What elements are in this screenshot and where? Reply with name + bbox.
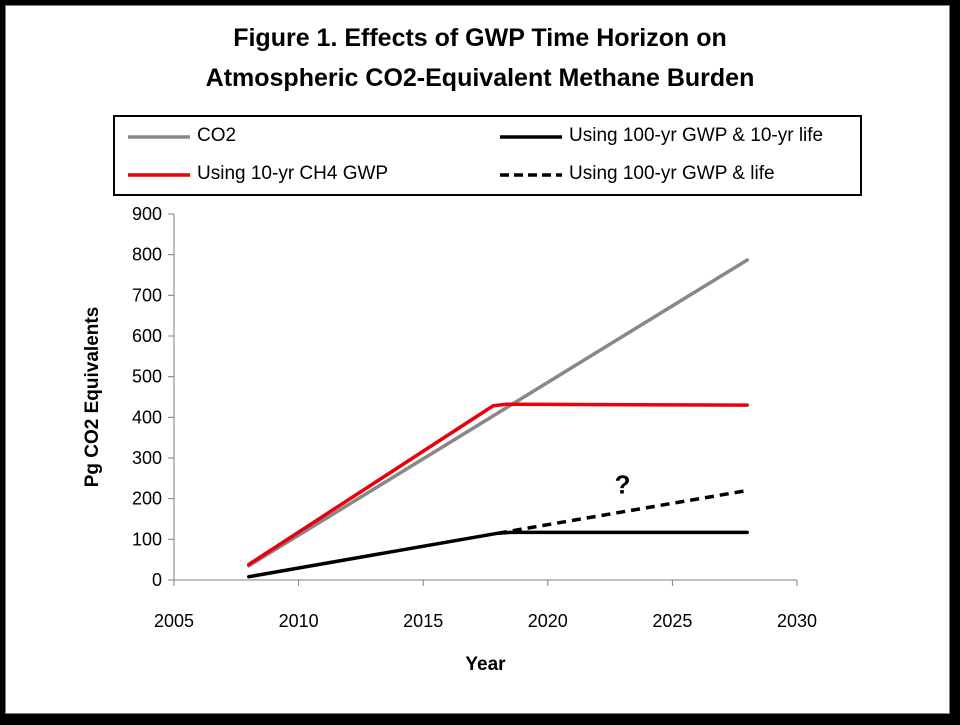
legend-label-100yr-life: Using 100-yr GWP & life — [569, 163, 775, 184]
x-tick-label: 2015 — [403, 611, 443, 631]
series-line-using-10-yr-ch4-gwp — [247, 402, 749, 567]
legend-label-100yr-10yr-life: Using 100-yr GWP & 10-yr life — [569, 125, 824, 146]
legend-item-100yr-life: Using 100-yr GWP & life — [497, 161, 862, 191]
y-tick-label: 300 — [132, 448, 162, 468]
y-tick-label: 0 — [152, 570, 162, 590]
x-tick-label: 2005 — [154, 611, 194, 631]
annotation-question-mark: ? — [615, 469, 631, 499]
y-tick-label: 400 — [132, 407, 162, 427]
x-tick-label: 2010 — [279, 611, 319, 631]
series-line-co2 — [247, 258, 749, 568]
x-axis-title: Year — [465, 654, 506, 675]
legend-item-100yr-10yr-life: Using 100-yr GWP & 10-yr life — [497, 123, 862, 153]
y-axis-title: Pg CO2 Equivalents — [82, 307, 103, 488]
y-tick-label: 500 — [132, 367, 162, 387]
x-tick-label: 2030 — [777, 611, 817, 631]
chart-title-line-1: Figure 1. Effects of GWP Time Horizon on — [233, 24, 727, 52]
y-tick-label: 600 — [132, 326, 162, 346]
legend-item-co2: CO2 — [125, 123, 485, 153]
legend-label-10yr-ch4: Using 10-yr CH4 GWP — [197, 163, 389, 184]
x-tick-label: 2025 — [652, 611, 692, 631]
series-line-using-100-yr-gwp-life — [497, 488, 748, 535]
chart-title-line-2: Atmospheric CO2-Equivalent Methane Burde… — [205, 64, 755, 92]
legend-item-10yr-ch4: Using 10-yr CH4 GWP — [125, 161, 485, 191]
y-tick-label: 800 — [132, 245, 162, 265]
x-tick-label: 2020 — [528, 611, 568, 631]
y-tick-label: 200 — [132, 489, 162, 509]
y-tick-label: 100 — [132, 529, 162, 549]
legend: CO2 Using 100-yr GWP & 10-yr life Using … — [113, 115, 862, 196]
y-tick-label: 700 — [132, 285, 162, 305]
y-tick-label: 900 — [132, 204, 162, 224]
series-line-using-100-yr-gwp-10-yr-life — [247, 530, 749, 579]
legend-label-co2: CO2 — [197, 125, 237, 146]
